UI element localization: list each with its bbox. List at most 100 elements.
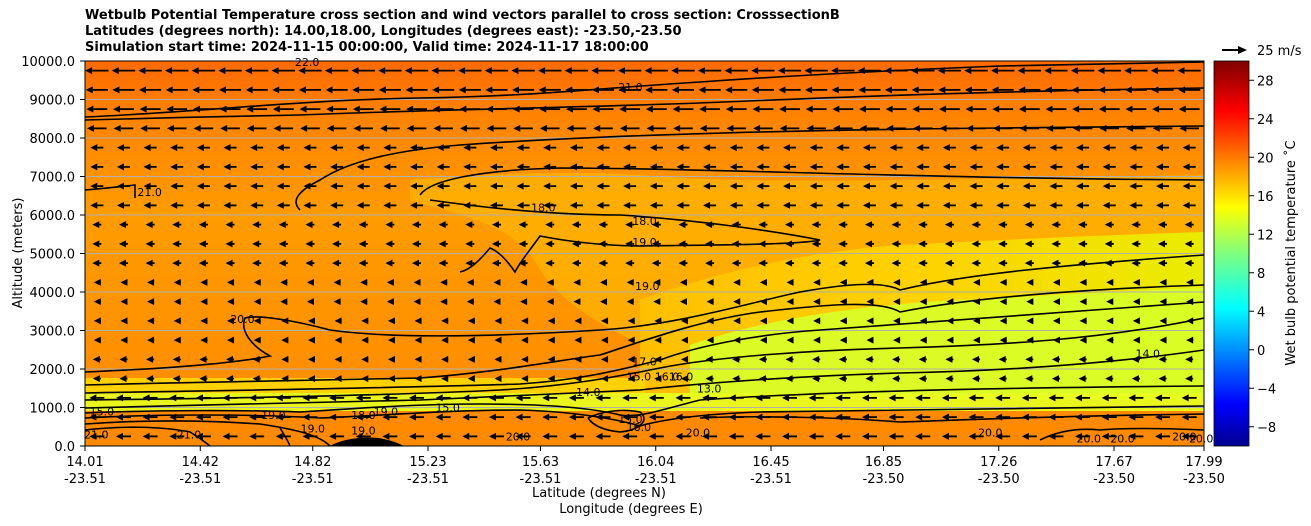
wind-vector-head bbox=[1049, 163, 1057, 171]
wind-vector-head bbox=[358, 221, 366, 229]
wind-vector-head bbox=[758, 355, 766, 363]
wind-vector-head bbox=[250, 144, 258, 152]
wind-vector-head bbox=[521, 317, 529, 325]
wind-vector-head bbox=[1182, 163, 1190, 171]
wind-vector-head bbox=[511, 67, 519, 75]
wind-vector-head bbox=[545, 221, 553, 229]
wind-vector-head bbox=[595, 432, 603, 440]
colorbar-tick-label: 24 bbox=[1257, 113, 1274, 128]
wind-vector-head bbox=[918, 259, 926, 267]
wind-vector-head bbox=[672, 105, 680, 113]
wind-vector-head bbox=[783, 201, 791, 209]
x-tick-label-lat: 15.63 bbox=[522, 455, 559, 470]
wind-vector-head bbox=[756, 163, 764, 171]
wind-vector-head bbox=[1131, 221, 1139, 229]
wind-vector-head bbox=[307, 355, 315, 363]
wind-vector-head bbox=[1076, 163, 1084, 171]
wind-vector-head bbox=[622, 432, 630, 440]
wind-vectors bbox=[85, 67, 1201, 440]
wind-vector-head bbox=[1098, 105, 1106, 113]
wind-vector-head bbox=[729, 144, 737, 152]
wind-vector-head bbox=[173, 278, 181, 286]
wind-vector-head bbox=[489, 144, 497, 152]
wind-vector-head bbox=[786, 298, 794, 306]
wind-vector-head bbox=[520, 298, 528, 306]
x-tick-label-lat: 15.23 bbox=[409, 455, 446, 470]
wind-vector-head bbox=[379, 105, 387, 113]
wind-vector-head bbox=[1185, 355, 1193, 363]
contour-line bbox=[429, 199, 821, 274]
wind-vector-head bbox=[836, 163, 844, 171]
wind-vector-head bbox=[195, 413, 203, 421]
wind-vector-head bbox=[968, 413, 976, 421]
wind-vector-head bbox=[571, 259, 579, 267]
wind-vector-head bbox=[302, 394, 310, 402]
wind-vector-head bbox=[991, 86, 999, 94]
wind-vector-head bbox=[919, 336, 927, 344]
wind-vector-head bbox=[617, 67, 625, 75]
wind-vector-head bbox=[838, 221, 846, 229]
wind-vector-head bbox=[305, 221, 313, 229]
wind-vector-head bbox=[831, 67, 839, 75]
wind-vector-head bbox=[1184, 240, 1192, 248]
wind-vector-head bbox=[678, 221, 686, 229]
wind-vector-head bbox=[1129, 182, 1137, 190]
wind-vector-head bbox=[93, 278, 101, 286]
wind-vector-head bbox=[1052, 298, 1060, 306]
contour-label: 19.0 bbox=[374, 405, 399, 418]
wind-vector-head bbox=[996, 163, 1004, 171]
wind-vector-head bbox=[1044, 67, 1052, 75]
wind-vector-head bbox=[645, 86, 653, 94]
wind-vector-head bbox=[1071, 86, 1079, 94]
wind-vector-head bbox=[85, 67, 93, 75]
wind-vector-head bbox=[116, 182, 124, 190]
wind-vector-head bbox=[1128, 413, 1136, 421]
wind-vector-head bbox=[169, 432, 177, 440]
wind-vector-head bbox=[115, 413, 123, 421]
wind-vector-head bbox=[758, 221, 766, 229]
wind-vector-head bbox=[915, 413, 923, 421]
x-tick-label-lat: 16.45 bbox=[752, 455, 789, 470]
colorbar-tick-label: 16 bbox=[1257, 190, 1274, 205]
wind-vector-head bbox=[1124, 86, 1132, 94]
wind-vector-head bbox=[946, 278, 954, 286]
wind-vector-head bbox=[302, 432, 310, 440]
wind-vector-head bbox=[944, 240, 952, 248]
contour-label: 20.0 bbox=[1076, 432, 1101, 445]
wind-vector-head bbox=[466, 298, 474, 306]
wind-vector-head bbox=[330, 144, 338, 152]
wind-vector-head bbox=[600, 278, 608, 286]
wind-vector-head bbox=[466, 278, 474, 286]
wind-vector-head bbox=[1124, 67, 1132, 75]
wind-vector-head bbox=[885, 105, 893, 113]
wind-vector-head bbox=[838, 259, 846, 267]
wind-vector-head bbox=[859, 124, 867, 132]
wind-vector-head bbox=[85, 86, 93, 94]
wind-vector-head bbox=[165, 67, 173, 75]
wind-vector-head bbox=[1155, 394, 1163, 402]
wind-vector-head bbox=[518, 221, 526, 229]
wind-vector-head bbox=[1049, 201, 1057, 209]
wind-vector-head bbox=[1048, 394, 1056, 402]
wind-vector-head bbox=[998, 240, 1006, 248]
wind-vector-head bbox=[463, 144, 471, 152]
contour-line bbox=[85, 349, 1204, 409]
wind-vector-head bbox=[276, 163, 284, 171]
wind-vector-head bbox=[751, 86, 759, 94]
wind-vector-head bbox=[332, 240, 340, 248]
wind-vector-head bbox=[1051, 240, 1059, 248]
wind-vector-head bbox=[998, 259, 1006, 267]
wind-vector-head bbox=[172, 221, 180, 229]
wind-vector-head bbox=[649, 144, 657, 152]
wind-vector-head bbox=[170, 182, 178, 190]
x-tick-label-lon: -23.51 bbox=[407, 472, 449, 487]
wind-vector-head bbox=[1076, 182, 1084, 190]
wind-vector-head bbox=[1131, 240, 1139, 248]
wind-vector-head bbox=[733, 317, 741, 325]
y-tick-label: 7000.0 bbox=[30, 171, 76, 186]
wind-vector-head bbox=[808, 432, 816, 440]
wind-vector-head bbox=[971, 221, 979, 229]
wind-vector-head bbox=[942, 182, 950, 190]
wind-vector-head bbox=[1052, 317, 1060, 325]
wind-vector-head bbox=[1181, 394, 1189, 402]
